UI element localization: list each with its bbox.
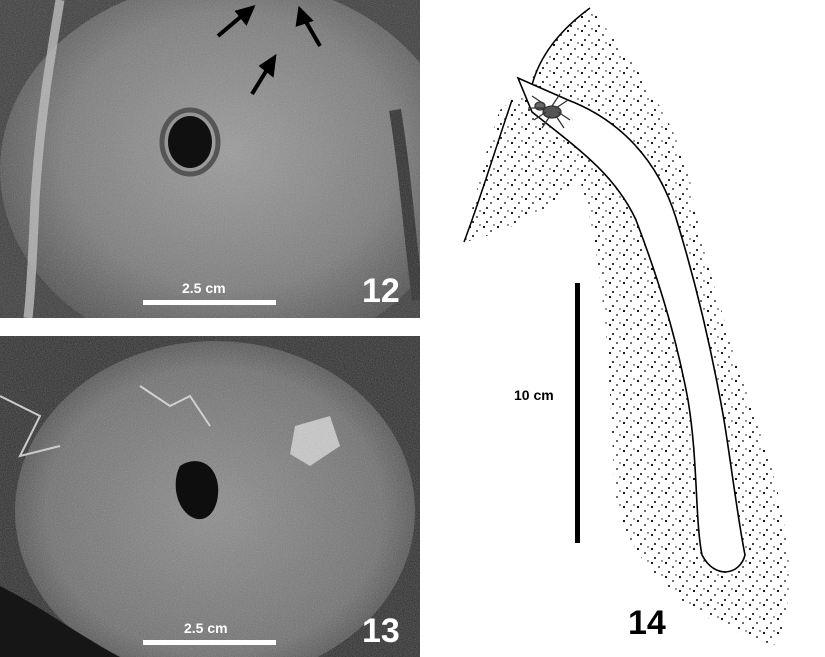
- burrow-entrance: [168, 116, 212, 168]
- scale-bar-label: 2.5 cm: [184, 620, 228, 636]
- scale-bar: [143, 300, 276, 305]
- spider-illustration: [528, 93, 571, 129]
- panel-number: 12: [362, 272, 400, 310]
- burrow-profile-drawing: [463, 7, 790, 645]
- scale-bar-label: 10 cm: [514, 387, 554, 403]
- burrow-mound-photo-13: [0, 336, 420, 657]
- panel-number: 13: [362, 612, 400, 650]
- figure-panel-12-photo: 2.5 cm 12: [0, 0, 420, 318]
- arrow-markers: [216, 4, 322, 96]
- scale-bar-label: 2.5 cm: [182, 280, 226, 296]
- scale-bar: [143, 640, 276, 645]
- burrow-tube: [516, 76, 746, 573]
- panel-number: 14: [628, 604, 666, 642]
- burrow-entrance: [175, 461, 219, 520]
- figure-panel-14-drawing: 10 cm 14: [440, 0, 825, 657]
- figure-panel-13-photo: 2.5 cm 13: [0, 336, 420, 657]
- burrow-mound-photo-12: [0, 0, 420, 318]
- scale-bar-vertical: [575, 283, 580, 543]
